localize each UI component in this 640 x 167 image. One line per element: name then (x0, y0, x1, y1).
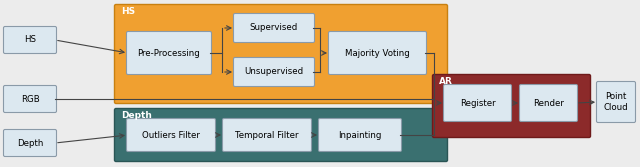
FancyBboxPatch shape (223, 119, 312, 151)
Text: RGB: RGB (20, 95, 40, 104)
Text: Supervised: Supervised (250, 24, 298, 33)
FancyBboxPatch shape (3, 129, 56, 156)
FancyBboxPatch shape (127, 32, 211, 74)
FancyBboxPatch shape (328, 32, 426, 74)
Text: Outliers Filter: Outliers Filter (142, 130, 200, 139)
FancyBboxPatch shape (234, 14, 314, 42)
FancyBboxPatch shape (3, 86, 56, 113)
Text: Temporal Filter: Temporal Filter (236, 130, 299, 139)
Text: HS: HS (24, 36, 36, 44)
Text: Depth: Depth (121, 111, 152, 120)
FancyBboxPatch shape (234, 57, 314, 87)
FancyBboxPatch shape (444, 85, 511, 122)
FancyBboxPatch shape (433, 74, 591, 137)
FancyBboxPatch shape (3, 27, 56, 53)
Text: Point
Cloud: Point Cloud (604, 92, 628, 112)
Text: AR: AR (439, 77, 453, 86)
Text: HS: HS (121, 7, 135, 16)
FancyBboxPatch shape (127, 119, 216, 151)
Text: Pre-Processing: Pre-Processing (138, 48, 200, 57)
FancyBboxPatch shape (520, 85, 577, 122)
Text: Register: Register (460, 99, 495, 108)
Text: Inpainting: Inpainting (339, 130, 381, 139)
FancyBboxPatch shape (115, 109, 447, 161)
Text: Depth: Depth (17, 138, 43, 147)
Text: Render: Render (533, 99, 564, 108)
Text: Unsupervised: Unsupervised (244, 67, 303, 76)
FancyBboxPatch shape (596, 81, 636, 123)
Text: Majority Voting: Majority Voting (345, 48, 410, 57)
FancyBboxPatch shape (319, 119, 401, 151)
FancyBboxPatch shape (115, 5, 447, 104)
